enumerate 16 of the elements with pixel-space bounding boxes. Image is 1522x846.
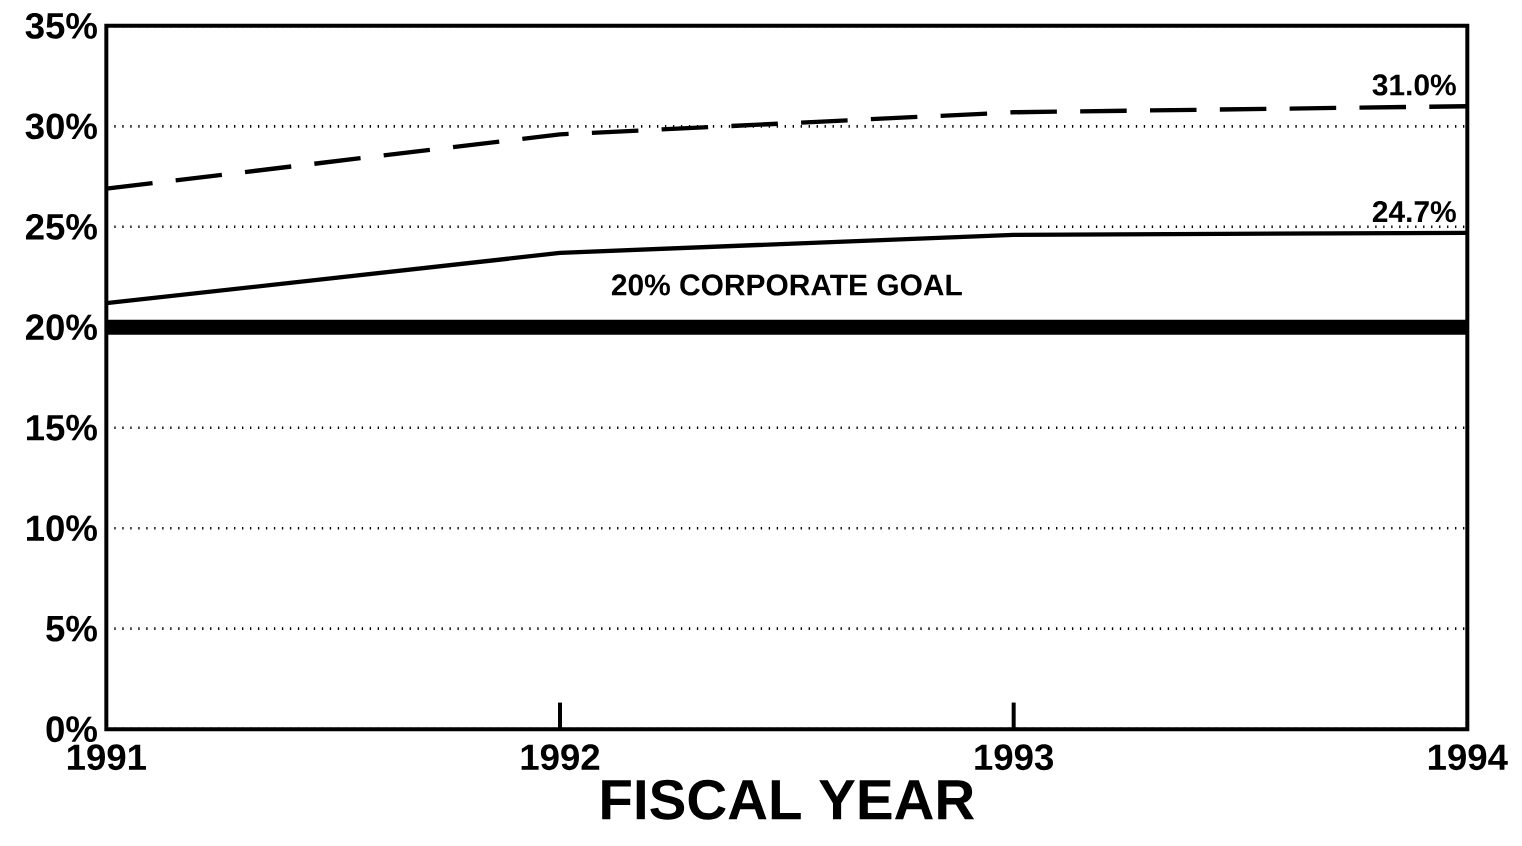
x-tick-label: 1992 (521, 744, 600, 770)
data-label: 31.0% (1372, 74, 1456, 96)
data-label: 24.7% (1372, 200, 1456, 222)
y-tick-label: 25% (25, 213, 97, 240)
x-axis-title: FISCAL YEAR (602, 779, 975, 820)
ref-line-label: 20% CORPORATE GOAL (611, 274, 962, 296)
x-tick-label: 1991 (67, 744, 146, 770)
y-tick-label: 30% (25, 113, 97, 140)
x-tick-label: 1993 (975, 744, 1054, 771)
x-tick-label: 1994 (1428, 744, 1508, 770)
y-tick-label: 35% (25, 12, 97, 39)
y-tick-label: 5% (46, 615, 97, 642)
y-tick-label: 0% (46, 716, 97, 742)
y-tick-label: 20% (25, 314, 97, 341)
y-tick-label: 15% (27, 414, 97, 441)
y-tick-label: 10% (27, 515, 97, 541)
